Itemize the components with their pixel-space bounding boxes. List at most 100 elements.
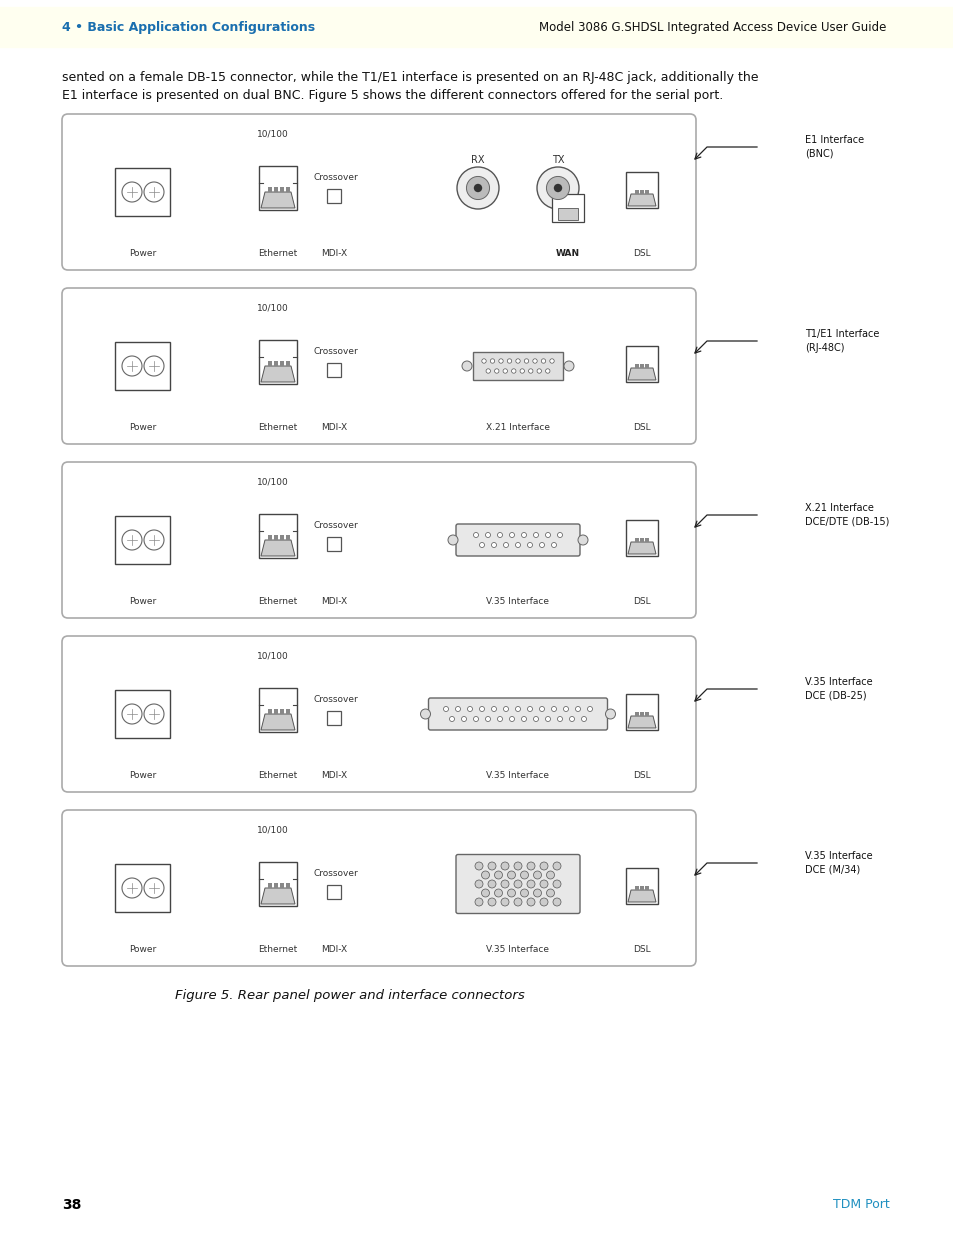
Polygon shape (627, 890, 656, 902)
Bar (274, 535, 277, 540)
Circle shape (497, 532, 502, 537)
Bar (327, 189, 340, 203)
Circle shape (546, 889, 554, 897)
Circle shape (122, 356, 142, 375)
FancyBboxPatch shape (473, 352, 562, 380)
Bar (635, 885, 639, 890)
Circle shape (539, 881, 547, 888)
Text: MDI-X: MDI-X (320, 598, 347, 606)
Circle shape (485, 532, 490, 537)
Text: Power: Power (130, 424, 156, 432)
Circle shape (507, 359, 511, 363)
Circle shape (537, 369, 541, 373)
Circle shape (475, 881, 482, 888)
FancyBboxPatch shape (428, 698, 607, 730)
Bar (280, 883, 284, 888)
Polygon shape (627, 542, 656, 555)
Circle shape (521, 532, 526, 537)
Circle shape (553, 881, 560, 888)
Bar (115, 864, 171, 911)
Circle shape (122, 182, 142, 203)
FancyBboxPatch shape (62, 636, 696, 792)
Circle shape (488, 862, 496, 869)
FancyBboxPatch shape (258, 165, 296, 210)
Bar (274, 186, 277, 191)
FancyBboxPatch shape (625, 172, 658, 207)
Polygon shape (261, 366, 294, 382)
Circle shape (514, 862, 521, 869)
Text: DSL: DSL (633, 598, 650, 606)
Circle shape (494, 369, 498, 373)
Polygon shape (627, 194, 656, 206)
FancyBboxPatch shape (258, 514, 296, 558)
Circle shape (481, 889, 489, 897)
FancyBboxPatch shape (258, 862, 296, 906)
Circle shape (533, 871, 541, 879)
FancyBboxPatch shape (258, 340, 296, 384)
Circle shape (514, 881, 521, 888)
Text: Model 3086 G.SHDSL Integrated Access Device User Guide: Model 3086 G.SHDSL Integrated Access Dev… (538, 21, 885, 33)
Circle shape (122, 878, 142, 898)
FancyBboxPatch shape (456, 524, 579, 556)
Bar (558, 207, 578, 220)
Text: 4 • Basic Application Configurations: 4 • Basic Application Configurations (62, 21, 314, 33)
Circle shape (461, 716, 466, 721)
Circle shape (503, 542, 508, 547)
Circle shape (475, 898, 482, 906)
Circle shape (479, 706, 484, 711)
Text: V.35 Interface: V.35 Interface (486, 946, 549, 955)
FancyBboxPatch shape (258, 688, 296, 732)
Circle shape (494, 889, 502, 897)
FancyBboxPatch shape (625, 694, 658, 730)
Circle shape (449, 716, 454, 721)
Circle shape (554, 184, 561, 193)
Bar (268, 361, 272, 366)
Circle shape (491, 542, 496, 547)
Circle shape (448, 535, 457, 545)
Circle shape (485, 716, 490, 721)
Bar (115, 168, 171, 216)
Circle shape (473, 716, 478, 721)
Bar (286, 709, 290, 714)
Bar (280, 709, 284, 714)
Circle shape (605, 709, 615, 719)
Circle shape (549, 359, 554, 363)
Bar (115, 516, 171, 564)
Circle shape (575, 706, 579, 711)
Circle shape (515, 706, 520, 711)
Circle shape (533, 532, 537, 537)
Circle shape (490, 359, 495, 363)
Bar (639, 364, 643, 368)
Text: E1 interface is presented on dual BNC. Figure 5 shows the different connectors o: E1 interface is presented on dual BNC. F… (62, 89, 722, 101)
Circle shape (520, 889, 528, 897)
Text: Ethernet: Ethernet (258, 249, 297, 258)
Text: WAN: WAN (556, 249, 579, 258)
Circle shape (498, 359, 502, 363)
FancyBboxPatch shape (62, 810, 696, 966)
Circle shape (526, 862, 535, 869)
Text: Crossover: Crossover (314, 347, 358, 357)
Text: RX: RX (471, 156, 484, 165)
FancyBboxPatch shape (62, 114, 696, 270)
Bar (286, 186, 290, 191)
Bar (644, 713, 648, 716)
Text: MDI-X: MDI-X (320, 424, 347, 432)
Circle shape (521, 716, 526, 721)
FancyBboxPatch shape (62, 462, 696, 618)
Text: 10/100: 10/100 (257, 130, 289, 138)
Circle shape (144, 356, 164, 375)
Circle shape (481, 359, 486, 363)
FancyBboxPatch shape (456, 855, 579, 914)
Circle shape (474, 184, 481, 193)
Text: DSL: DSL (633, 249, 650, 258)
Text: Ethernet: Ethernet (258, 598, 297, 606)
Circle shape (466, 177, 489, 200)
Text: X.21 Interface: X.21 Interface (485, 424, 550, 432)
Text: Crossover: Crossover (314, 173, 358, 183)
Circle shape (514, 898, 521, 906)
Circle shape (539, 542, 544, 547)
Circle shape (502, 369, 507, 373)
Circle shape (540, 359, 545, 363)
Circle shape (509, 716, 514, 721)
Bar (274, 883, 277, 888)
